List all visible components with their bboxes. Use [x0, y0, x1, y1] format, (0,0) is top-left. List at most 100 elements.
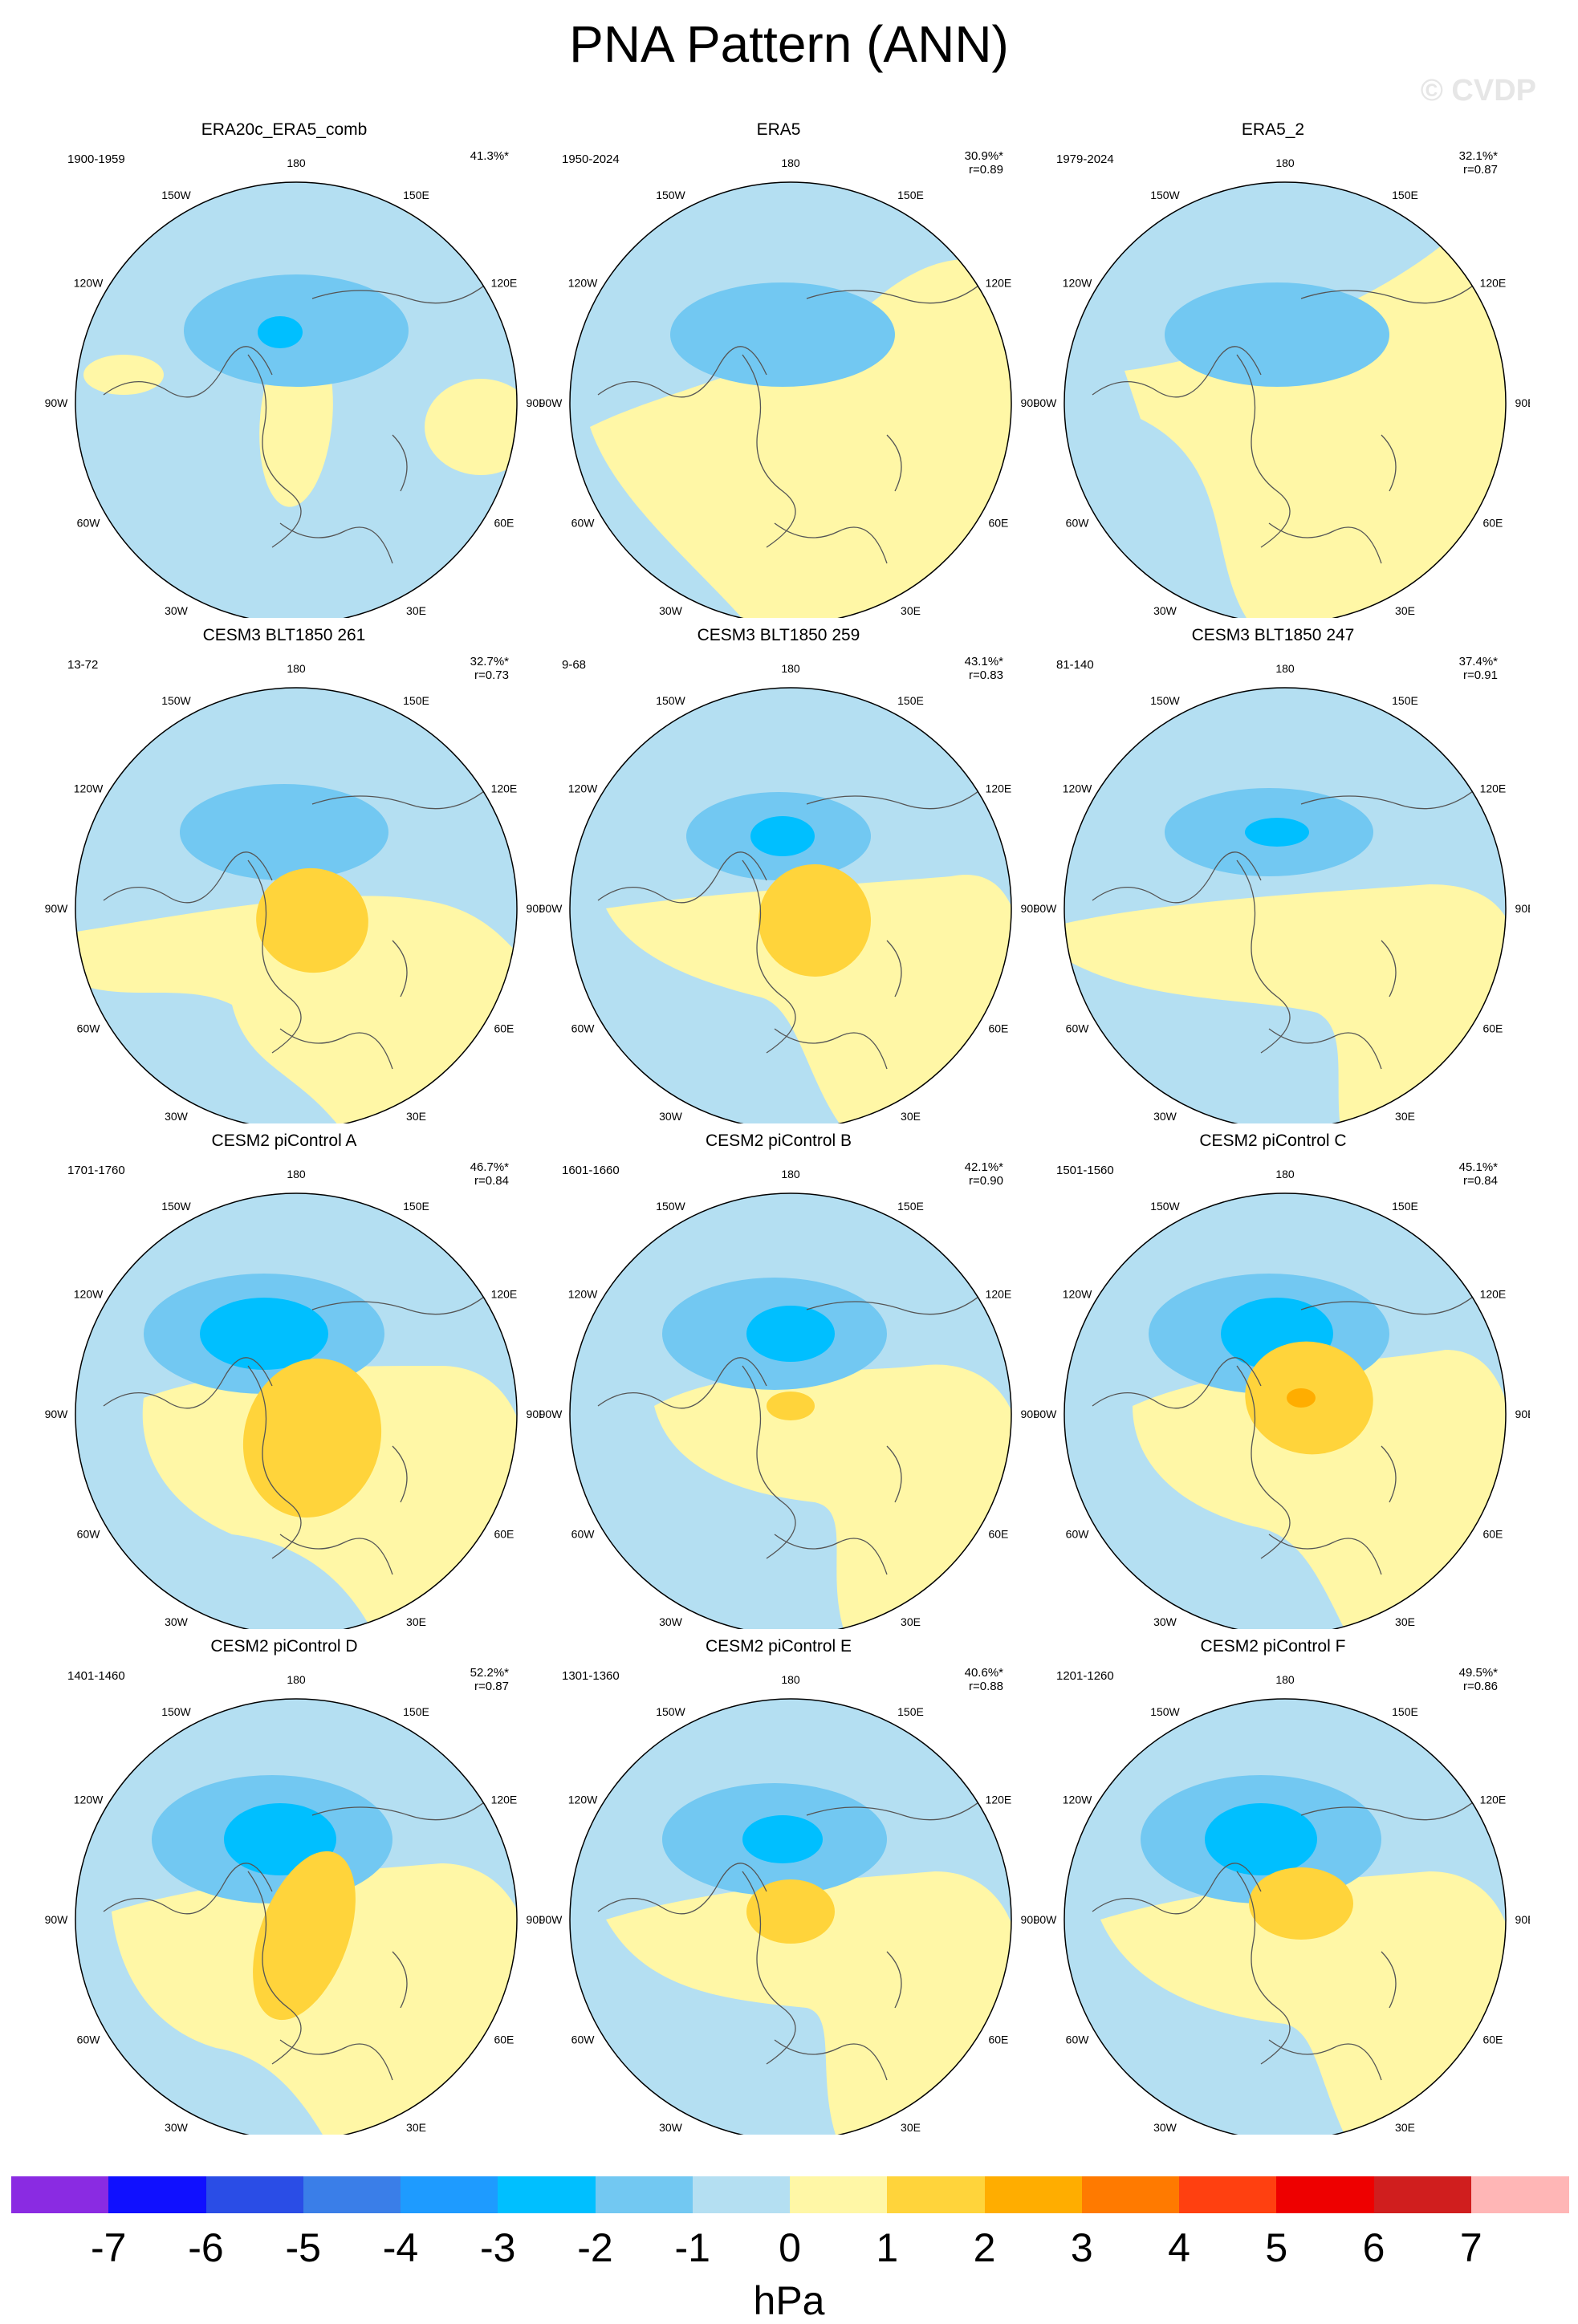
- longitude-label: 60W: [77, 1528, 101, 1541]
- longitude-label: 150E: [897, 189, 924, 201]
- longitude-label: 30W: [1153, 1615, 1177, 1628]
- negative-anomaly-region: [750, 816, 815, 856]
- map-border: [75, 181, 518, 618]
- panel-stats: 52.2%* r=0.87: [470, 1666, 509, 1693]
- map-panel: 180150E120E90E60E30E030W60W90W120W150WCE…: [27, 1132, 541, 1629]
- panel-stats: 49.5%* r=0.86: [1459, 1666, 1498, 1693]
- longitude-label: 30E: [406, 2121, 426, 2134]
- polar-map: 180150E120E90E60E30E030W60W90W120W150W: [45, 1168, 541, 1629]
- longitude-label: 30E: [1395, 1615, 1415, 1628]
- positive-anomaly-region: [83, 355, 164, 395]
- positive-anomaly-region: [1287, 1388, 1316, 1408]
- variance-explained: 32.7%*: [470, 655, 509, 668]
- longitude-label: 30W: [165, 1110, 189, 1123]
- positive-anomaly-region: [401, 182, 517, 226]
- polar-map: 180150E120E90E60E30E030W60W90W120W150W: [1034, 156, 1530, 618]
- longitude-label: 90E: [1021, 902, 1035, 915]
- negative-anomaly-region: [258, 316, 303, 348]
- longitude-label: 150E: [1392, 1705, 1418, 1718]
- map-panel: 180150E120E90E60E30E030W60W90W120W150WCE…: [1016, 1637, 1530, 2135]
- panel-title: CESM3 BLT1850 247: [1191, 626, 1355, 644]
- colorbar-segment: [984, 2176, 1083, 2213]
- panel-period: 1701-1760: [67, 1164, 125, 1177]
- longitude-label: 180: [287, 1168, 306, 1180]
- longitude-label: 90W: [45, 902, 69, 915]
- colorbar-tick-label: 4: [1168, 2225, 1190, 2270]
- longitude-label: 90W: [45, 1408, 69, 1420]
- panel-period: 1601-1660: [562, 1164, 620, 1177]
- longitude-label: 30E: [1395, 604, 1415, 617]
- positive-anomaly-region: [654, 1364, 1011, 1629]
- variance-explained: 49.5%*: [1458, 1666, 1498, 1680]
- colorbar-segment: [1470, 2176, 1569, 2213]
- map-border: [1064, 1192, 1507, 1629]
- longitude-label: 30W: [659, 1110, 683, 1123]
- pattern-correlation: r=0.89: [969, 163, 1003, 177]
- colorbar-tick-label: 1: [876, 2225, 899, 2270]
- longitude-label: 90E: [527, 902, 541, 915]
- colorbar-segment: [595, 2176, 693, 2213]
- longitude-label: 60E: [1482, 2034, 1503, 2046]
- longitude-label: 30E: [406, 604, 426, 617]
- longitude-label: 150W: [161, 189, 191, 201]
- colorbar-tick-label: 3: [1070, 2225, 1093, 2270]
- pattern-correlation: r=0.88: [969, 1680, 1003, 1693]
- colorbar-tick-label: -3: [480, 2225, 516, 2270]
- coastlines: [597, 274, 992, 564]
- longitude-label: 180: [781, 156, 800, 169]
- colorbar-tick-label: -4: [382, 2225, 419, 2270]
- longitude-label: 60E: [494, 2034, 514, 2046]
- positive-anomaly-region: [758, 864, 871, 977]
- longitude-label: 30W: [1153, 604, 1177, 617]
- positive-anomaly-region: [256, 867, 368, 973]
- longitude-label: 120W: [74, 782, 104, 795]
- longitude-label: 120E: [491, 782, 518, 795]
- panel-stats: 42.1%* r=0.90: [965, 1160, 1003, 1188]
- longitude-label: 120W: [568, 782, 598, 795]
- longitude-label: 150W: [161, 1200, 191, 1213]
- longitude-label: 150W: [656, 1705, 685, 1718]
- longitude-label: 150W: [1150, 1200, 1180, 1213]
- longitude-label: 120W: [1063, 1288, 1092, 1301]
- longitude-label: 150E: [897, 1200, 924, 1213]
- longitude-label: 60E: [988, 2034, 1008, 2046]
- longitude-label: 90W: [1034, 1408, 1058, 1420]
- longitude-label: 30W: [659, 604, 683, 617]
- negative-anomaly-region: [742, 1815, 823, 1863]
- colorbar-tick-label: 7: [1459, 2225, 1482, 2270]
- pattern-correlation: r=0.73: [474, 668, 509, 682]
- variance-explained: 32.1%*: [1458, 149, 1498, 163]
- longitude-label: 60E: [988, 1022, 1008, 1035]
- pattern-correlation: r=0.87: [474, 1680, 509, 1693]
- longitude-label: 30E: [901, 1615, 921, 1628]
- longitude-label: 60W: [571, 517, 596, 530]
- polar-map: 180150E120E90E60E30E030W60W90W120W150W: [1034, 1673, 1530, 2135]
- positive-anomaly-region: [425, 379, 517, 475]
- colorbar-tick-label: -1: [674, 2225, 710, 2270]
- longitude-label: 90W: [45, 1913, 69, 1926]
- panel-title: CESM2 piControl A: [211, 1132, 357, 1150]
- longitude-label: 180: [781, 662, 800, 675]
- negative-anomaly-region: [1205, 1803, 1317, 1875]
- panel-stats: 45.1%* r=0.84: [1459, 1160, 1498, 1188]
- panel-stats: 30.9%* r=0.89: [965, 149, 1003, 177]
- colorbar-segment: [692, 2176, 791, 2213]
- longitude-label: 90E: [1021, 1913, 1035, 1926]
- longitude-label: 90W: [45, 396, 69, 409]
- map-panel: 180150E120E90E60E30E030W60W90W120W150WCE…: [522, 1637, 1035, 2135]
- panel-title: CESM2 piControl E: [705, 1637, 852, 1656]
- map-panel: 180150E120E90E60E30E030W60W90W120W150WCE…: [1016, 626, 1530, 1123]
- panel-stats: 37.4%* r=0.91: [1459, 655, 1498, 682]
- coastlines: [103, 1790, 498, 2081]
- longitude-label: 30E: [901, 2121, 921, 2134]
- longitude-label: 120E: [491, 277, 518, 290]
- colorbar-segment: [108, 2176, 206, 2213]
- longitude-label: 150E: [1392, 694, 1418, 707]
- positive-anomaly-region: [112, 1863, 517, 2135]
- map-border: [1064, 181, 1507, 618]
- positive-anomaly-region: [242, 1358, 382, 1518]
- longitude-label: 150E: [1392, 1200, 1418, 1213]
- longitude-label: 60E: [1482, 517, 1503, 530]
- colorbar-tick-label: 2: [973, 2225, 996, 2270]
- longitude-label: 120W: [1063, 782, 1092, 795]
